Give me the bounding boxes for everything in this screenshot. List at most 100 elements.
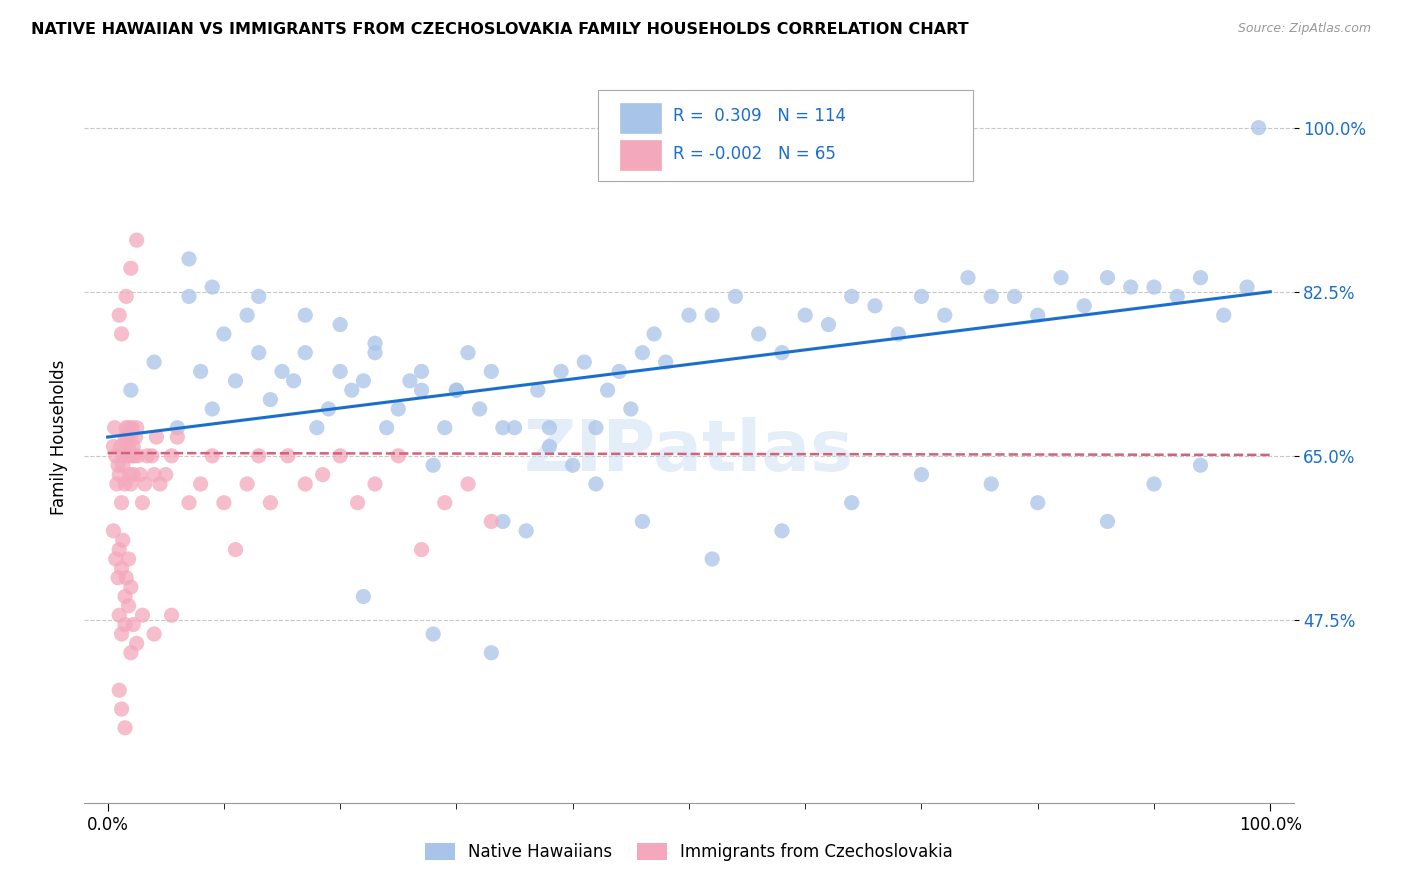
- Point: [283, 374, 305, 388]
- Point: [1236, 280, 1258, 294]
- Point: [160, 608, 183, 623]
- Point: [108, 608, 131, 623]
- Point: [980, 289, 1002, 303]
- Point: [103, 440, 125, 454]
- Point: [702, 552, 724, 566]
- Point: [1143, 477, 1166, 491]
- Point: [105, 477, 128, 491]
- Legend: Native Hawaiians, Immigrants from Czechoslovakia: Native Hawaiians, Immigrants from Czecho…: [418, 836, 960, 868]
- Point: [1189, 270, 1212, 285]
- Point: [643, 326, 665, 341]
- Point: [125, 233, 148, 247]
- Point: [364, 336, 387, 351]
- Point: [503, 420, 526, 434]
- Point: [1247, 120, 1270, 135]
- Point: [155, 467, 177, 482]
- Point: [117, 449, 139, 463]
- Point: [122, 617, 145, 632]
- Point: [114, 590, 136, 604]
- Text: Source: ZipAtlas.com: Source: ZipAtlas.com: [1237, 22, 1371, 36]
- Point: [104, 420, 127, 434]
- Point: [212, 326, 235, 341]
- Point: [110, 440, 132, 454]
- Point: [177, 496, 200, 510]
- Point: [678, 308, 700, 322]
- Point: [329, 364, 352, 378]
- Point: [201, 401, 224, 416]
- Point: [1097, 515, 1119, 529]
- Point: [114, 430, 136, 444]
- Point: [702, 308, 724, 322]
- Point: [1143, 280, 1166, 294]
- Point: [108, 467, 131, 482]
- Point: [121, 449, 143, 463]
- Point: [190, 477, 212, 491]
- Point: [1073, 299, 1095, 313]
- Point: [387, 449, 409, 463]
- Point: [887, 326, 910, 341]
- Point: [145, 430, 167, 444]
- Point: [910, 467, 932, 482]
- Point: [107, 571, 129, 585]
- FancyBboxPatch shape: [620, 103, 661, 134]
- Point: [127, 449, 149, 463]
- Point: [457, 477, 479, 491]
- Point: [104, 552, 127, 566]
- Point: [117, 420, 139, 434]
- Point: [131, 608, 153, 623]
- Point: [103, 524, 125, 538]
- Point: [329, 318, 352, 332]
- Point: [112, 449, 135, 463]
- Point: [1026, 496, 1049, 510]
- Point: [411, 383, 433, 397]
- Point: [247, 449, 270, 463]
- Point: [352, 374, 374, 388]
- Point: [108, 542, 131, 557]
- Point: [340, 383, 363, 397]
- Point: [841, 496, 863, 510]
- Point: [399, 374, 422, 388]
- Point: [1004, 289, 1026, 303]
- Point: [457, 345, 479, 359]
- Point: [318, 401, 340, 416]
- Point: [120, 261, 142, 276]
- Point: [125, 420, 148, 434]
- Point: [212, 496, 235, 510]
- Point: [1189, 458, 1212, 473]
- Point: [841, 289, 863, 303]
- Point: [468, 401, 491, 416]
- Point: [131, 496, 153, 510]
- Point: [118, 467, 141, 482]
- Point: [236, 308, 259, 322]
- Y-axis label: Family Households: Family Households: [49, 359, 67, 515]
- Point: [375, 420, 398, 434]
- Point: [312, 467, 335, 482]
- Point: [117, 552, 139, 566]
- Point: [117, 440, 139, 454]
- Point: [364, 345, 387, 359]
- Point: [177, 289, 200, 303]
- Point: [352, 590, 374, 604]
- Point: [225, 542, 247, 557]
- Point: [122, 440, 145, 454]
- Point: [411, 542, 433, 557]
- Point: [114, 721, 136, 735]
- Point: [120, 430, 142, 444]
- Point: [422, 627, 444, 641]
- Point: [1026, 308, 1049, 322]
- Point: [134, 477, 156, 491]
- Point: [160, 449, 183, 463]
- Point: [446, 383, 468, 397]
- Point: [770, 345, 793, 359]
- Point: [125, 636, 148, 650]
- Point: [120, 580, 142, 594]
- Point: [114, 477, 136, 491]
- Point: [115, 289, 138, 303]
- Point: [585, 420, 607, 434]
- Point: [247, 289, 270, 303]
- Point: [149, 477, 172, 491]
- Point: [596, 383, 619, 397]
- Point: [110, 326, 132, 341]
- Point: [433, 496, 456, 510]
- Point: [294, 308, 316, 322]
